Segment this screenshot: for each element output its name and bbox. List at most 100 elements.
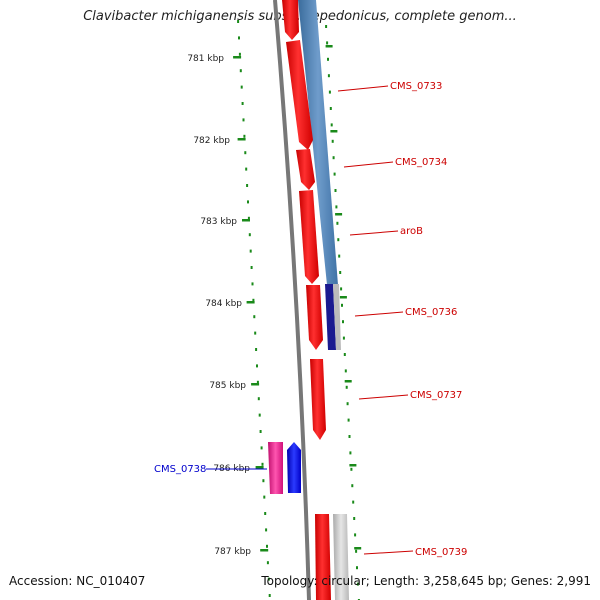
axis-dot (263, 495, 266, 499)
gene-leader-line (354, 311, 404, 317)
axis-dot (254, 331, 257, 335)
axis-dot (343, 353, 346, 356)
gene-leader-line (343, 161, 394, 168)
gene-label-cms-0736[interactable]: CMS_0736 (405, 307, 457, 318)
tick-mark (233, 56, 242, 59)
axis-dot (338, 254, 341, 258)
tick-mark (246, 301, 255, 304)
axis-dot (332, 156, 335, 160)
axis-dot (265, 528, 268, 532)
gene-cds-arrow (286, 40, 313, 150)
axis-dot (345, 385, 348, 389)
axis-dot (342, 336, 345, 340)
axis-dot (347, 418, 350, 422)
tick-mark (251, 383, 260, 386)
gene-cds-arrow (282, 0, 299, 40)
axis-dot (252, 298, 255, 302)
axis-dot (329, 107, 332, 110)
axis-dot (237, 20, 240, 23)
axis-dot (244, 151, 247, 155)
gene-label-cms-0738[interactable]: CMS_0738 (154, 464, 206, 475)
genome-backbone (273, 0, 311, 600)
axis-dot (355, 549, 358, 553)
axis-dot (348, 435, 351, 438)
topology-text: Topology: circular; Length: 3,258,645 bp… (261, 574, 591, 588)
gene-leader-line (358, 394, 409, 400)
tick-label: 781 kbp (187, 54, 224, 64)
axis-dot (334, 189, 337, 192)
axis-dot (327, 57, 329, 61)
axis-dot (326, 41, 329, 45)
gene-cds-arrow (310, 359, 326, 440)
tick-mark (339, 296, 347, 299)
axis-dot (327, 74, 330, 78)
gene-cds-arrow (296, 149, 315, 190)
gene-cds-arrow (299, 190, 319, 284)
axis-dot (264, 512, 267, 515)
tick-label: 784 kbp (205, 299, 242, 309)
axis-dot (340, 287, 343, 291)
axis-dot (339, 271, 342, 274)
gene-leader-line (349, 230, 399, 236)
gene-label-cms-0737[interactable]: CMS_0737 (410, 390, 462, 401)
axis-dot (248, 233, 251, 237)
axis-dot (354, 533, 357, 537)
axis-dot (245, 167, 248, 171)
gene-leader-line (337, 85, 389, 92)
tick-mark (325, 45, 333, 48)
right-dotted-axis (325, 25, 360, 600)
axis-dot (246, 184, 249, 187)
axis-dot (261, 462, 264, 466)
feature-block-gray (333, 284, 341, 350)
axis-dot (328, 90, 331, 94)
axis-dot (341, 303, 343, 307)
axis-dot (344, 369, 347, 373)
gene-label-cms-0734[interactable]: CMS_0734 (395, 157, 447, 168)
axis-dot (240, 85, 243, 89)
axis-dot (258, 413, 261, 417)
axis-dot (256, 380, 259, 384)
axis-dot (260, 446, 263, 450)
axis-dot (352, 500, 355, 504)
axis-dot (349, 451, 352, 455)
axis-dot (241, 102, 244, 105)
gene-leader-line (363, 550, 414, 555)
axis-dot (356, 582, 359, 586)
tick-label: 782 kbp (193, 136, 230, 146)
axis-dot (255, 348, 258, 351)
axis-dot (251, 282, 254, 286)
axis-dot (239, 69, 242, 73)
axis-dot (267, 577, 270, 581)
gene-label-cms-0739[interactable]: CMS_0739 (415, 547, 467, 558)
axis-dot (353, 517, 356, 520)
axis-dot (259, 430, 262, 433)
feature-block-gray (333, 514, 349, 600)
axis-dot (356, 566, 358, 570)
axis-dot (336, 221, 339, 225)
axis-dot (342, 320, 344, 324)
gene-label-arob[interactable]: aroB (400, 226, 423, 237)
tick-mark (260, 549, 269, 552)
axis-dot (266, 544, 268, 548)
tick-mark (335, 213, 343, 216)
axis-dot (335, 205, 338, 209)
gene-rna-arrow (287, 442, 301, 493)
tick-mark (242, 219, 250, 222)
axis-dot (333, 172, 336, 176)
axis-dot (262, 479, 265, 483)
axis-dot (268, 594, 271, 597)
axis-dot (337, 238, 340, 242)
axis-dot (250, 266, 253, 269)
axis-dot (325, 25, 328, 28)
axis-dot (256, 364, 258, 368)
gene-label-cms-0733[interactable]: CMS_0733 (390, 81, 442, 92)
tick-mark (354, 547, 362, 550)
tick-mark (349, 464, 357, 467)
tick-mark (330, 130, 338, 133)
axis-dot (350, 467, 353, 471)
tick-mark (237, 138, 246, 141)
left-dotted-axis (237, 20, 271, 597)
tick-label: 785 kbp (209, 381, 246, 391)
gene-cds-highlight (268, 442, 283, 494)
axis-dot (247, 216, 250, 220)
